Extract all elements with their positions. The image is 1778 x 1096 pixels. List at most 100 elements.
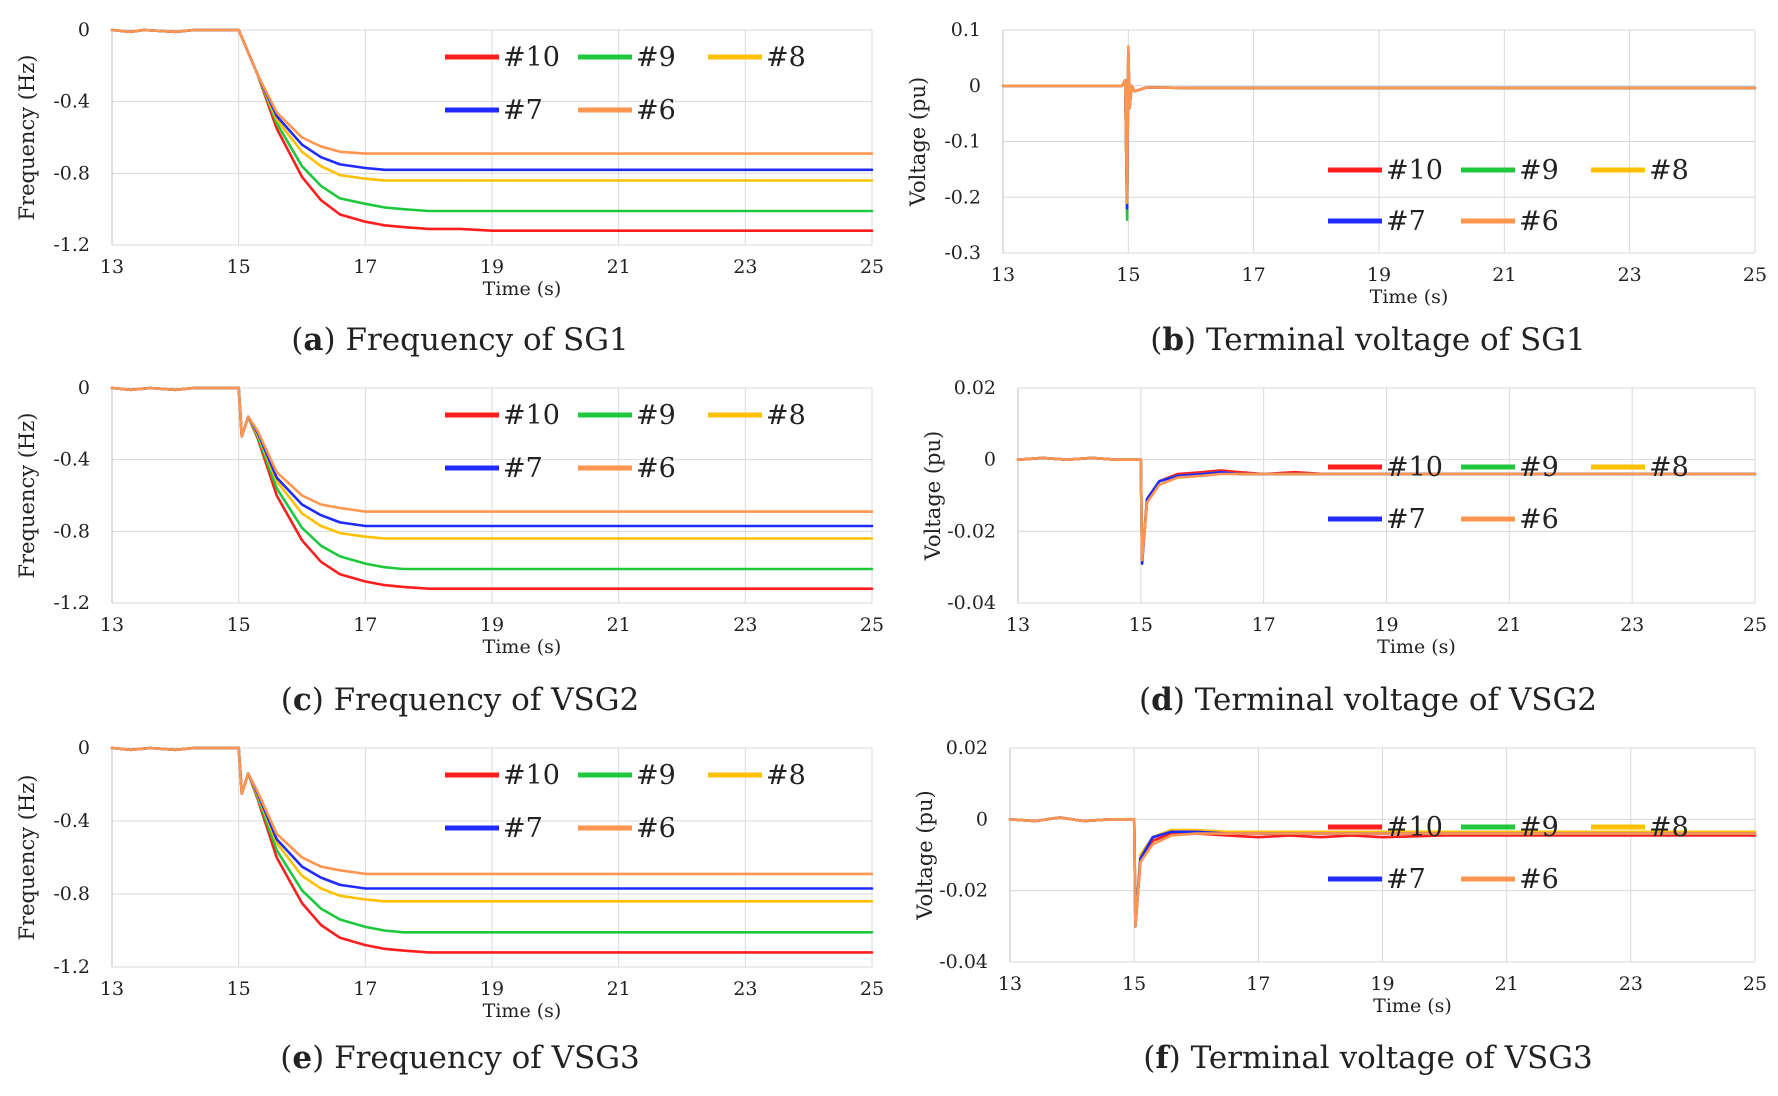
- x-axis-label: Time (s): [1377, 636, 1456, 658]
- x-tick-label: 19: [480, 256, 504, 278]
- y-tick-label: 0: [78, 19, 90, 41]
- x-tick-label: 13: [100, 256, 124, 278]
- y-axis-label: Frequency (Hz): [15, 54, 39, 220]
- x-tick-label: 21: [1497, 614, 1521, 636]
- legend-label: #9: [1519, 155, 1559, 186]
- y-tick-label: 0.02: [954, 377, 996, 399]
- x-tick-label: 19: [1370, 973, 1394, 995]
- legend-label: #8: [1649, 155, 1689, 186]
- legend-label: #6: [636, 453, 676, 484]
- y-tick-label: -0.4: [53, 91, 90, 113]
- legend-label: #7: [1386, 504, 1426, 535]
- legend-label: #9: [636, 42, 676, 73]
- y-tick-label: -0.4: [53, 810, 90, 832]
- y-tick-label: 0: [78, 737, 90, 759]
- x-tick-label: 23: [733, 256, 757, 278]
- x-tick-label: 21: [1492, 264, 1516, 286]
- y-tick-label: -0.2: [944, 186, 981, 208]
- chart-a: 13 15 17 19 21 23 25 0 -0.4 -0.8 -1.2 Time (s) Frequ…: [15, 19, 884, 358]
- legend-label: #10: [503, 400, 560, 431]
- y-tick-label: -0.04: [939, 951, 988, 973]
- x-tick-label: 13: [1006, 614, 1030, 636]
- panel-caption: (b) Terminal voltage of SG1: [1150, 322, 1586, 358]
- series-line-6: [1001, 45, 1757, 205]
- legend-label: #6: [636, 95, 676, 126]
- x-axis-label: Time (s): [483, 636, 562, 658]
- x-tick-label: 15: [227, 256, 251, 278]
- x-tick-label: 21: [607, 978, 631, 1000]
- legend-label: #8: [766, 760, 806, 791]
- y-axis-label: Voltage (pu): [921, 431, 945, 561]
- x-tick-label: 21: [607, 614, 631, 636]
- y-tick-label: 0: [78, 377, 90, 399]
- x-tick-label: 17: [1252, 614, 1276, 636]
- x-tick-label: 15: [1122, 973, 1146, 995]
- x-tick-label: 17: [1246, 973, 1270, 995]
- legend-label: #7: [1386, 864, 1426, 895]
- series-line-6: [110, 746, 874, 876]
- y-tick-label: -0.02: [939, 880, 988, 902]
- y-tick-label: -0.8: [53, 162, 90, 184]
- y-tick-label: -1.2: [53, 592, 90, 614]
- legend-label: #9: [1519, 812, 1559, 843]
- x-axis-label: Time (s): [1370, 286, 1449, 308]
- y-tick-label: -0.3: [944, 242, 981, 264]
- x-tick-label: 13: [100, 614, 124, 636]
- y-tick-label: -0.1: [944, 131, 981, 153]
- x-tick-label: 15: [227, 614, 251, 636]
- x-axis-label: Time (s): [1373, 995, 1452, 1017]
- x-tick-label: 25: [860, 978, 884, 1000]
- legend-label: #6: [1519, 504, 1559, 535]
- y-axis-label: Voltage (pu): [913, 790, 937, 920]
- legend-label: #10: [503, 760, 560, 791]
- chart-f: 13 15 17 19 21 23 25 0.02 0 -0.02 -0.04 Time (s) Vol…: [913, 737, 1767, 1076]
- y-tick-label: 0.1: [951, 19, 981, 41]
- legend: #10 #9 #8 #7 #6: [1328, 452, 1689, 535]
- legend: #10 #9 #8 #7 #6: [1328, 155, 1689, 237]
- legend-label: #6: [1519, 206, 1559, 237]
- y-tick-label: -1.2: [53, 956, 90, 978]
- series-line-6: [110, 386, 874, 513]
- panel-caption: (e) Frequency of VSG3: [280, 1040, 639, 1076]
- legend-label: #8: [1649, 812, 1689, 843]
- series-line-6: [1008, 816, 1757, 928]
- legend-label: #10: [1386, 452, 1443, 483]
- x-tick-label: 25: [1743, 264, 1767, 286]
- chart-e: 13 15 17 19 21 23 25 0 -0.4 -0.8 -1.2 Time (s) Frequ…: [15, 737, 884, 1076]
- legend-label: #8: [1649, 452, 1689, 483]
- series-line-6: [110, 28, 874, 155]
- legend-label: #8: [766, 42, 806, 73]
- x-tick-label: 25: [1743, 973, 1767, 995]
- legend: #10 #9 #8 #7 #6: [1328, 812, 1689, 895]
- x-tick-label: 17: [353, 614, 377, 636]
- chart-c: 13 15 17 19 21 23 25 0 -0.4 -0.8 -1.2 Time (s) Frequ…: [15, 377, 884, 718]
- panel-caption: (c) Frequency of VSG2: [281, 682, 640, 718]
- y-axis-label: Voltage (pu): [906, 77, 930, 207]
- x-tick-label: 13: [998, 973, 1022, 995]
- x-tick-label: 23: [1620, 614, 1644, 636]
- legend-label: #10: [1386, 155, 1443, 186]
- legend-label: #9: [1519, 452, 1559, 483]
- y-tick-label: -1.2: [53, 234, 90, 256]
- legend-label: #9: [636, 400, 676, 431]
- chart-b: 13 15 17 19 21 23 25 0.1 0 -0.1 -0.2 -0.3 Time (s) Vo…: [906, 19, 1767, 358]
- legend: #10 #9 #8 #7 #6: [445, 42, 806, 126]
- x-tick-label: 25: [860, 256, 884, 278]
- x-tick-label: 21: [607, 256, 631, 278]
- y-tick-label: -0.8: [53, 883, 90, 905]
- x-tick-label: 25: [1743, 614, 1767, 636]
- x-tick-label: 19: [480, 614, 504, 636]
- y-tick-label: 0: [976, 808, 988, 830]
- legend-label: #7: [503, 95, 543, 126]
- x-tick-label: 25: [860, 614, 884, 636]
- chart-d: 13 15 17 19 21 23 25 0.02 0 -0.02 -0.04 Time (s) Vol…: [921, 377, 1767, 718]
- legend-label: #8: [766, 400, 806, 431]
- x-tick-label: 13: [991, 264, 1015, 286]
- legend-label: #10: [503, 42, 560, 73]
- y-tick-label: -0.02: [947, 520, 996, 542]
- x-tick-label: 23: [733, 978, 757, 1000]
- legend-label: #7: [503, 453, 543, 484]
- legend-label: #9: [636, 760, 676, 791]
- x-tick-label: 17: [1242, 264, 1266, 286]
